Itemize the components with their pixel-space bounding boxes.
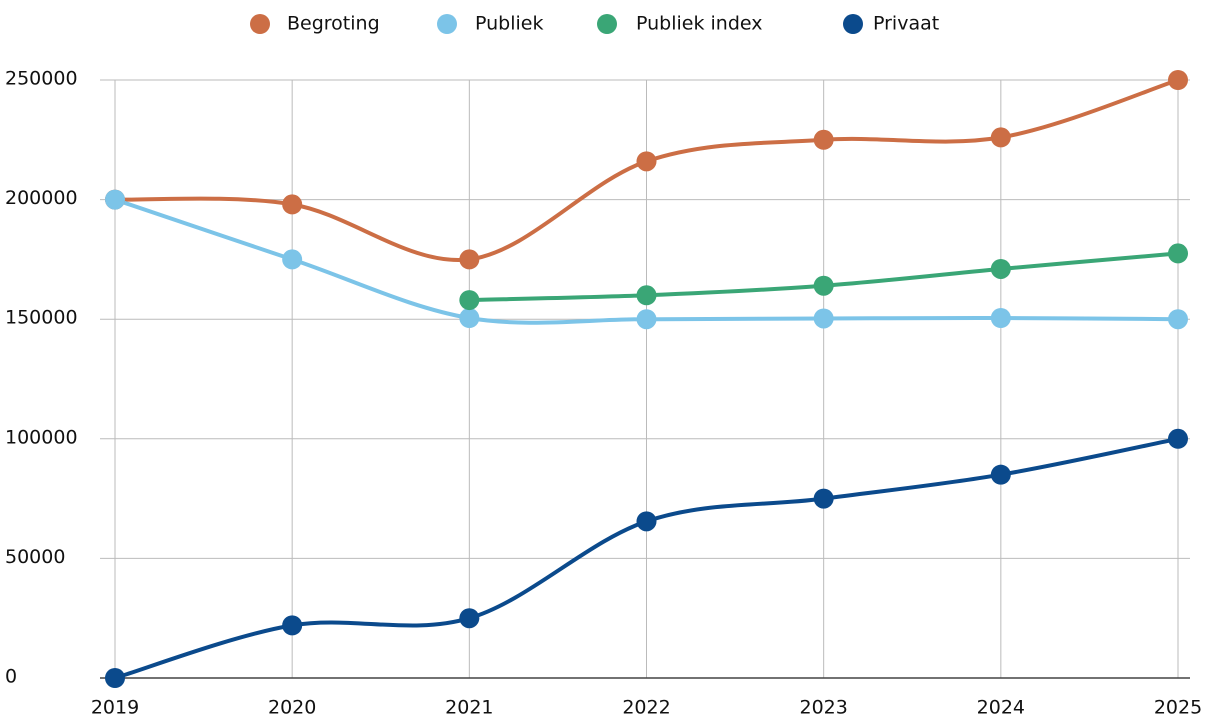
data-point [813,488,834,509]
legend-swatch[interactable] [250,14,270,34]
data-point [636,151,657,172]
x-tick-label: 2023 [799,697,847,718]
x-tick-label: 2024 [977,697,1025,718]
x-tick-label: 2020 [268,697,316,718]
legend-label[interactable]: Publiek index [636,13,763,35]
legend-label[interactable]: Privaat [873,13,939,35]
legend-swatch[interactable] [437,14,457,34]
y-tick-label: 100000 [5,426,78,448]
data-point [459,308,480,329]
data-point [1168,243,1188,264]
x-tick-label: 2025 [1154,697,1202,718]
data-point [636,511,657,532]
data-point [1168,309,1188,330]
data-point [990,464,1011,485]
x-tick-label: 2022 [622,697,670,718]
data-point [813,308,834,329]
data-point [1168,428,1188,449]
data-point [105,668,125,688]
data-point [459,608,480,629]
data-point [105,189,125,210]
y-tick-label: 150000 [5,307,78,329]
data-point [990,308,1011,329]
legend-swatch[interactable] [597,14,617,34]
x-tick-label: 2021 [445,697,493,718]
legend-label[interactable]: Begroting [287,13,380,35]
data-point [813,129,834,150]
x-tick-label: 2019 [91,697,139,718]
y-tick-label: 250000 [5,68,78,90]
y-tick-label: 200000 [5,187,78,209]
data-point [282,249,303,270]
legend-swatch[interactable] [843,14,863,34]
data-point [459,290,480,311]
y-tick-label: 0 [5,666,17,688]
y-tick-label: 50000 [5,546,65,568]
legend-label[interactable]: Publiek [475,13,543,35]
data-point [282,194,303,215]
data-point [636,309,657,330]
data-point [813,275,834,296]
data-point [636,285,657,306]
data-point [990,127,1011,148]
data-point [990,258,1011,279]
data-point [1168,70,1188,90]
data-point [459,249,480,270]
data-point [282,615,303,636]
